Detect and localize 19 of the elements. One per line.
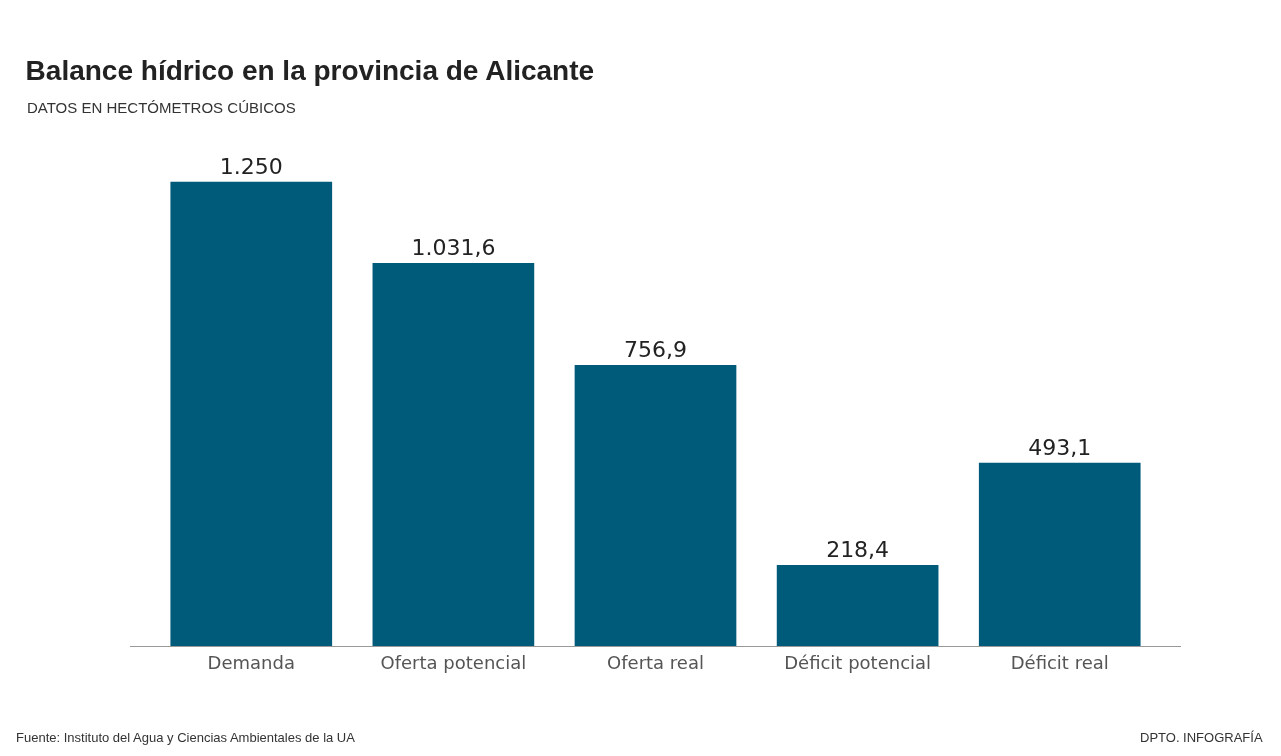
data-label: 218,4 — [826, 536, 890, 562]
x-tick-label: Oferta potencial — [380, 651, 527, 673]
x-tick-label: Oferta real — [607, 651, 704, 673]
chart-title: Balance hídrico en la provincia de Alicante — [25, 55, 595, 87]
x-tick-label: Déficit real — [1010, 651, 1109, 673]
x-tick-label: Déficit potencial — [784, 651, 932, 673]
bar — [776, 564, 939, 646]
x-tick-label: Demanda — [207, 651, 295, 673]
bar — [372, 262, 535, 646]
data-label: 493,1 — [1028, 434, 1092, 460]
data-label: 1.031,6 — [411, 234, 496, 260]
bar — [978, 462, 1141, 646]
bar — [170, 181, 333, 646]
chart-subtitle: DATOS EN HECTÓMETROS CÚBICOS — [27, 99, 296, 116]
data-label: 1.250 — [219, 153, 283, 179]
text: DPTO. INFOGRAFÍA — [1140, 730, 1263, 745]
source-note: Fuente: Instituto del Agua y Ciencias Ambientales de la UA — [16, 730, 356, 745]
bar — [574, 364, 737, 646]
data-label: 756,9 — [624, 336, 687, 362]
